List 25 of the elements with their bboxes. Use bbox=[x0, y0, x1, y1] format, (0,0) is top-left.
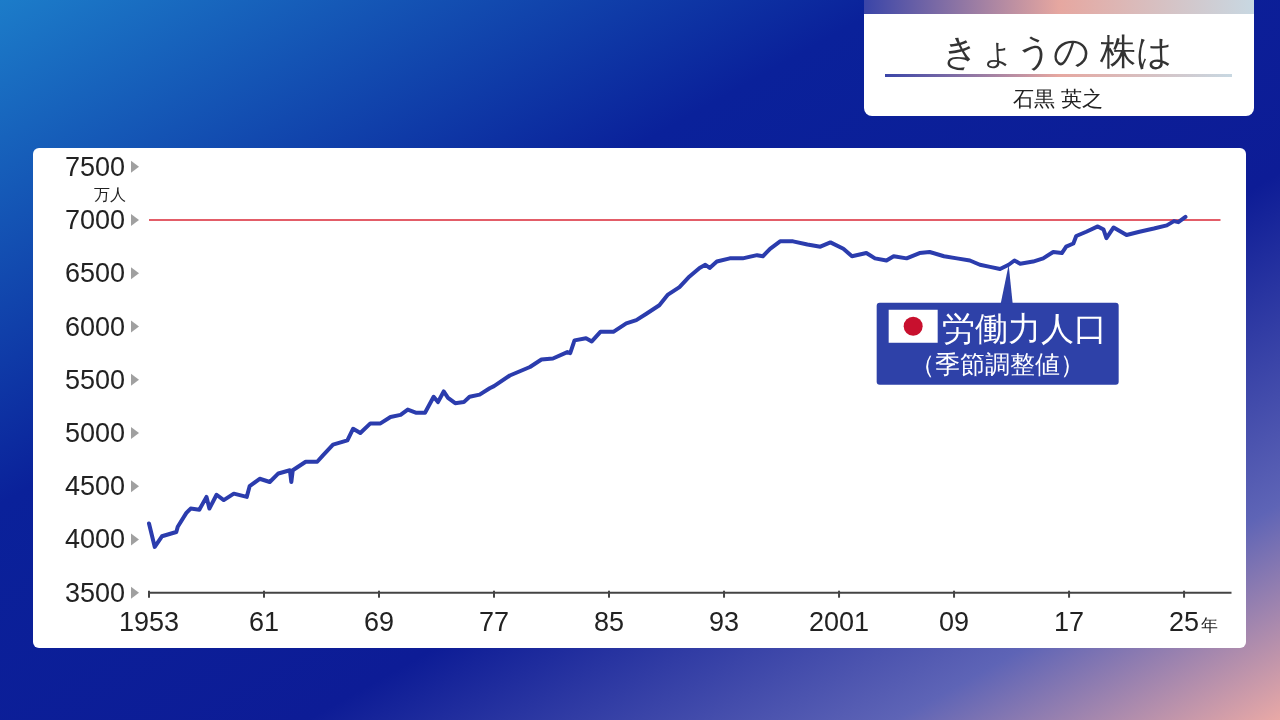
annotation: 労働力人口 bbox=[941, 309, 1107, 347]
x-tick-label: 2001 bbox=[809, 606, 870, 637]
y-tick-label: 4500 bbox=[64, 471, 125, 502]
x-tick-label: 09 bbox=[939, 606, 970, 637]
title: きょうの 株は bbox=[942, 31, 1174, 72]
y-tick-label: 7500 bbox=[64, 151, 125, 182]
x-tick-label: 69 bbox=[364, 606, 395, 637]
y-tick-label: 6500 bbox=[64, 258, 125, 289]
annotation: （季節調整値） bbox=[910, 349, 1086, 378]
y-tick-label: 7000 bbox=[64, 205, 125, 236]
subtitle: 石黒 英之 bbox=[1013, 87, 1103, 110]
x-tick-label: 1953 bbox=[118, 606, 180, 637]
y-tick-label: 5000 bbox=[64, 418, 125, 448]
y-tick-label: 3500 bbox=[64, 577, 125, 608]
x-tick-label: 85 bbox=[594, 606, 625, 637]
x-tick-label: 61 bbox=[249, 606, 280, 637]
x-tick-label: 17 bbox=[1054, 606, 1085, 637]
x-tick-label: 77 bbox=[479, 606, 510, 637]
xlabel: 年 bbox=[1201, 615, 1219, 635]
y-tick-label: 5500 bbox=[64, 364, 125, 395]
y-tick-label: 6000 bbox=[64, 311, 125, 342]
y-tick-label: 4000 bbox=[64, 524, 125, 555]
x-tick-label: 93 bbox=[709, 606, 740, 637]
x-tick-label: 25 bbox=[1169, 606, 1200, 637]
ylabel: 万人 bbox=[94, 186, 126, 203]
